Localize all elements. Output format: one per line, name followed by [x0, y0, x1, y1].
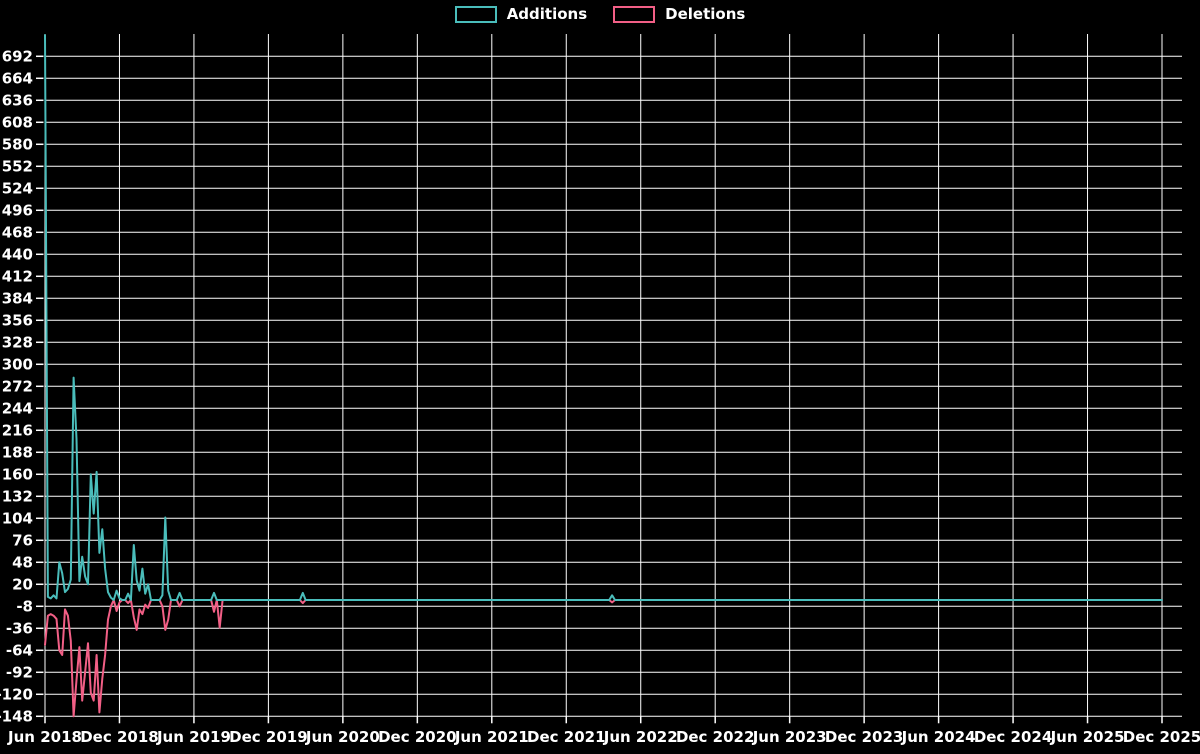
- y-tick-label: 552: [2, 157, 33, 175]
- x-tick-label: Jun 2025: [1050, 728, 1125, 746]
- x-tick-label: Dec 2019: [229, 728, 308, 746]
- y-tick-label: -36: [6, 619, 33, 637]
- y-tick-label: 216: [2, 421, 33, 439]
- y-tick-label: -92: [6, 663, 33, 681]
- x-tick-label: Jun 2023: [752, 728, 827, 746]
- x-tick-label: Jun 2024: [901, 728, 976, 746]
- legend-swatch-deletions: [613, 6, 656, 23]
- x-tick-label: Dec 2023: [825, 728, 904, 746]
- y-tick-label: 188: [2, 443, 33, 461]
- y-tick-label: 356: [2, 311, 33, 329]
- deletions-line: [44, 599, 1163, 718]
- x-tick-label: Jun 2018: [7, 728, 82, 746]
- y-tick-label: 384: [2, 289, 33, 307]
- y-tick-label: 580: [2, 135, 33, 153]
- y-tick-label: 20: [12, 575, 33, 593]
- x-tick-label: Dec 2018: [80, 728, 159, 746]
- y-tick-label: 272: [2, 377, 33, 395]
- x-tick-label: Jun 2022: [603, 728, 678, 746]
- x-tick-label: Jun 2021: [454, 728, 529, 746]
- y-tick-label: 468: [2, 223, 33, 241]
- y-tick-label: 608: [2, 113, 33, 131]
- y-tick-label: 48: [12, 553, 33, 571]
- y-tick-label: 300: [2, 355, 33, 373]
- legend-label-additions: Additions: [506, 5, 588, 23]
- x-tick-label: Dec 2022: [676, 728, 755, 746]
- y-tick-label: 692: [2, 47, 33, 65]
- legend-label-deletions: Deletions: [665, 5, 746, 23]
- x-tick-label: Jun 2019: [156, 728, 231, 746]
- x-tick-label: Dec 2024: [974, 728, 1053, 746]
- y-tick-label: 524: [2, 179, 33, 197]
- legend-item-deletions: Deletions: [613, 6, 745, 23]
- y-tick-label: 76: [12, 531, 33, 549]
- y-tick-label: 412: [2, 267, 33, 285]
- y-tick-label: 636: [2, 91, 33, 109]
- y-tick-label: -120: [0, 685, 33, 703]
- x-tick-label: Dec 2025: [1123, 728, 1200, 746]
- x-tick-label: Dec 2021: [527, 728, 606, 746]
- additions-line: [44, 34, 1163, 601]
- y-tick-label: 132: [2, 487, 33, 505]
- x-tick-label: Dec 2020: [378, 728, 457, 746]
- y-tick-label: -148: [0, 707, 33, 725]
- legend-swatch-additions: [454, 6, 497, 23]
- y-tick-label: 160: [2, 465, 33, 483]
- y-tick-label: 104: [2, 509, 33, 527]
- y-tick-label: 244: [2, 399, 33, 417]
- legend: Additions Deletions: [0, 6, 1200, 23]
- y-tick-label: -8: [16, 597, 33, 615]
- y-tick-label: 328: [2, 333, 33, 351]
- y-tick-label: -64: [6, 641, 33, 659]
- y-tick-label: 664: [2, 69, 33, 87]
- y-tick-label: 496: [2, 201, 33, 219]
- y-tick-label: 440: [2, 245, 33, 263]
- x-tick-label: Jun 2020: [305, 728, 380, 746]
- legend-item-additions: Additions: [454, 5, 588, 23]
